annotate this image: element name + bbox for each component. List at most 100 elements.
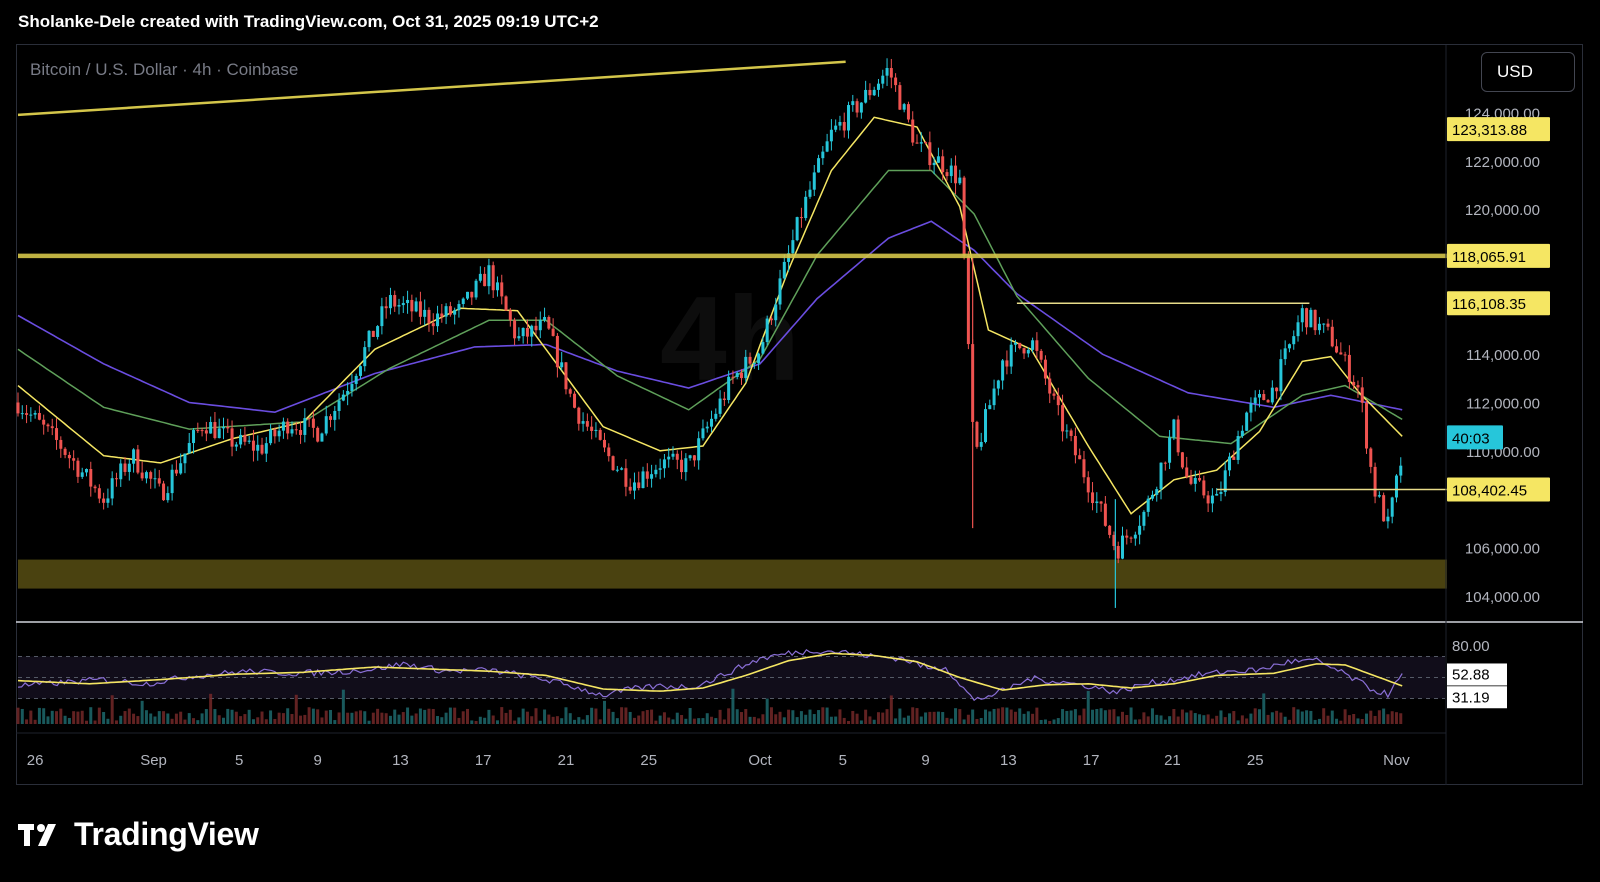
candle-body <box>162 483 166 501</box>
volume-bar <box>1189 710 1193 724</box>
candle-body <box>457 304 461 311</box>
candle-body <box>316 427 320 442</box>
volume-bar <box>872 719 876 724</box>
volume-bar <box>1146 716 1150 724</box>
candle-body <box>1061 405 1065 432</box>
candle-body <box>812 172 816 190</box>
volume-bar <box>769 707 773 724</box>
candle-body <box>671 453 675 457</box>
candle-body <box>221 427 225 429</box>
candle-body <box>67 454 71 459</box>
volume-bar <box>662 712 666 724</box>
candle-body <box>1095 501 1099 504</box>
level-label-116108-bg <box>1447 291 1550 316</box>
time-tick-label: 13 <box>392 752 409 769</box>
volume-bar <box>966 714 970 724</box>
volume-bar <box>1356 718 1360 724</box>
candle-body <box>1210 495 1214 504</box>
candle-body <box>1009 344 1013 367</box>
volume-bar <box>444 712 448 724</box>
candle-body <box>1219 491 1223 494</box>
level-label-108402-bg <box>1447 477 1550 502</box>
candle-body <box>984 409 988 442</box>
candle-body <box>226 427 230 429</box>
candle-body <box>1103 503 1107 526</box>
candle-body <box>247 440 251 442</box>
volume-bar <box>911 707 915 724</box>
volume-bar <box>731 688 735 724</box>
volume-bar <box>436 716 440 724</box>
volume-bar <box>50 710 54 724</box>
candle-body <box>59 439 63 449</box>
candle-body <box>303 418 307 435</box>
volume-bar <box>1116 716 1120 724</box>
candle-body <box>461 298 465 305</box>
candle-body <box>144 472 148 479</box>
candle-body <box>859 102 863 113</box>
candle-body <box>1150 494 1154 499</box>
volume-bar <box>581 719 585 724</box>
candle-body <box>192 430 196 444</box>
candle-body <box>1108 525 1112 535</box>
time-tick-label: 25 <box>1247 752 1264 769</box>
volume-bar <box>821 707 825 724</box>
candle-body <box>517 336 521 339</box>
candle-body <box>513 320 517 339</box>
volume-bar <box>431 708 435 724</box>
candle-body <box>1373 466 1377 497</box>
volume-bar <box>838 709 842 724</box>
volume-bar <box>941 712 945 724</box>
volume-bar <box>239 716 243 724</box>
volume-bar <box>277 712 281 724</box>
volume-bar <box>607 708 611 724</box>
volume-bar <box>1176 716 1180 724</box>
candle-body <box>269 429 273 444</box>
candle-body <box>80 472 84 477</box>
candle-body <box>795 217 799 241</box>
candle-body <box>697 438 701 461</box>
volume-bar <box>573 719 577 724</box>
volume-bar <box>1133 719 1137 724</box>
volume-bar <box>341 689 345 724</box>
candle-body <box>911 119 915 143</box>
candle-body <box>945 172 949 177</box>
volume-bar <box>132 713 136 724</box>
time-tick-label: Nov <box>1383 752 1410 769</box>
rsi-scale-label: 31.19 <box>1452 689 1490 706</box>
candle-body <box>936 156 940 163</box>
candle-body <box>483 273 487 287</box>
candle-body <box>585 421 589 427</box>
candle-body <box>906 104 910 120</box>
volume-bar <box>513 720 517 724</box>
candle-body <box>166 493 170 501</box>
currency-button[interactable]: USD <box>1481 52 1575 92</box>
volume-bar <box>363 711 367 724</box>
volume-bar <box>765 698 769 724</box>
candle-body <box>628 486 632 491</box>
volume-bar <box>842 717 846 724</box>
volume-bar <box>1185 712 1189 724</box>
candle-body <box>1279 359 1283 392</box>
volume-bar <box>1125 714 1129 724</box>
volume-bar <box>847 720 851 724</box>
volume-bar <box>688 708 692 724</box>
volume-bar <box>264 719 268 724</box>
volume-bar <box>667 717 671 724</box>
candle-body <box>731 376 735 378</box>
candle-body <box>1240 430 1244 437</box>
volume-bar <box>1052 719 1056 724</box>
candle-body <box>1399 465 1403 476</box>
candle-body <box>123 463 127 472</box>
volume-bar <box>388 715 392 724</box>
candle-body <box>106 498 110 503</box>
candle-body <box>919 142 923 144</box>
candle-body <box>757 353 761 364</box>
candle-body <box>42 419 46 425</box>
volume-bar <box>33 719 37 724</box>
candle-body <box>410 299 414 312</box>
candle-body <box>774 304 778 321</box>
candle-body <box>1283 348 1287 360</box>
candle-body <box>33 413 37 415</box>
volume-bar <box>889 695 893 724</box>
